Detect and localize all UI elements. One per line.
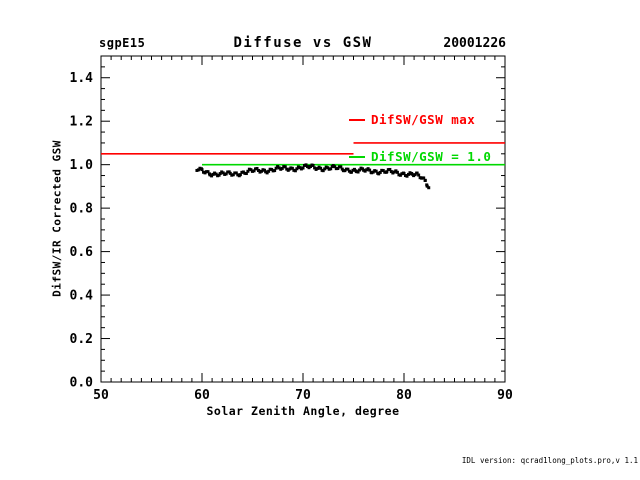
data-point (311, 163, 315, 167)
data-point (340, 167, 344, 171)
data-point (349, 170, 353, 174)
data-point (274, 166, 278, 170)
data-point (283, 165, 287, 169)
data-point (214, 172, 218, 176)
data-point (374, 169, 378, 173)
data-point (413, 173, 417, 177)
legend-item-unity: DifSW/GSW = 1.0 (349, 149, 492, 164)
y-tick-label: 0.2 (70, 332, 93, 347)
y-tick-label: 1.4 (70, 71, 94, 86)
data-point (200, 168, 204, 172)
data-point (295, 167, 299, 171)
idl-version-line: IDL version: qcrad1long_plots.pro,v 1.1 (461, 456, 638, 466)
data-point (249, 168, 253, 172)
data-point (333, 165, 337, 169)
data-point (329, 167, 333, 171)
x-tick-label: 80 (396, 388, 412, 403)
data-point (321, 169, 325, 173)
data-point (326, 166, 330, 170)
data-point (358, 168, 362, 172)
data-point (238, 173, 242, 177)
data-point (218, 172, 222, 176)
data-point (217, 173, 221, 177)
data-point (417, 173, 421, 177)
data-point (339, 165, 343, 169)
data-point (206, 170, 210, 174)
data-point (381, 169, 385, 173)
data-point (244, 172, 248, 176)
data-point (323, 167, 327, 171)
data-point (290, 166, 294, 170)
data-point (398, 173, 402, 177)
plot-title: Diffuse vs GSW (233, 35, 373, 51)
data-point (267, 169, 271, 173)
data-point (346, 167, 350, 171)
site-facility-label: sgpE15 (99, 36, 146, 50)
data-point (427, 186, 431, 190)
x-axis-title: Solar Zenith Angle, degree (206, 404, 400, 418)
data-point (260, 169, 263, 173)
y-axis-title: DifSW/IR Corrected GSW (50, 140, 64, 297)
data-point (234, 171, 238, 175)
data-point (385, 170, 389, 174)
x-tick-label: 50 (93, 388, 109, 403)
data-point (224, 172, 228, 176)
legend: DifSW/GSW max DifSW/GSW = 1.0 (349, 90, 491, 188)
data-point (356, 170, 360, 174)
data-point (425, 184, 429, 188)
data-point (257, 168, 260, 172)
data-point (221, 171, 225, 175)
data-point (273, 169, 277, 173)
data-point (280, 166, 284, 170)
data-point (336, 167, 340, 171)
data-point (246, 169, 250, 173)
legend-line-sample-red (349, 119, 365, 121)
y-tick-label: 0.4 (70, 289, 94, 304)
data-point (196, 168, 200, 172)
x-tick-label: 90 (497, 388, 513, 403)
y-tick-label: 1.2 (70, 115, 93, 130)
data-point (423, 178, 427, 182)
data-point (301, 166, 305, 170)
legend-label-max: DifSW/GSW max (371, 112, 476, 127)
data-point (293, 169, 297, 173)
y-tick-label: 0.8 (70, 202, 94, 217)
data-point (210, 174, 214, 178)
x-tick-label: 60 (194, 388, 210, 403)
data-point (319, 166, 323, 170)
y-tick-label: 0.6 (70, 245, 94, 260)
legend-line-sample-green (349, 156, 365, 158)
plot-date-label: 20001226 (443, 36, 506, 51)
data-point (422, 176, 426, 180)
data-point (227, 170, 231, 174)
x-tick-label: 70 (295, 388, 311, 403)
y-tick-label: 0.0 (70, 376, 94, 391)
data-point (343, 169, 347, 173)
data-point (415, 171, 419, 175)
data-point (395, 170, 399, 174)
y-tick-label: 1.0 (70, 158, 94, 173)
data-point (378, 170, 382, 174)
data-point (405, 174, 409, 178)
data-point (368, 168, 372, 172)
footer-right: IDL version: qcrad1long_plots.pro,v 1.1 … (403, 441, 638, 480)
data-point (228, 171, 232, 175)
data-point (263, 168, 266, 172)
footer-left: Sat Dec 9 06:24:20 2006 Battelle Pacific… (5, 444, 333, 480)
data-point (252, 169, 256, 173)
legend-item-max: DifSW/GSW max (349, 112, 491, 127)
data-point (231, 173, 235, 177)
data-point (265, 171, 269, 175)
data-point (388, 167, 392, 171)
data-point (407, 172, 410, 176)
data-point (255, 166, 259, 170)
legend-label-unity: DifSW/GSW = 1.0 (371, 149, 492, 164)
data-point (304, 163, 308, 167)
data-point (402, 171, 406, 175)
